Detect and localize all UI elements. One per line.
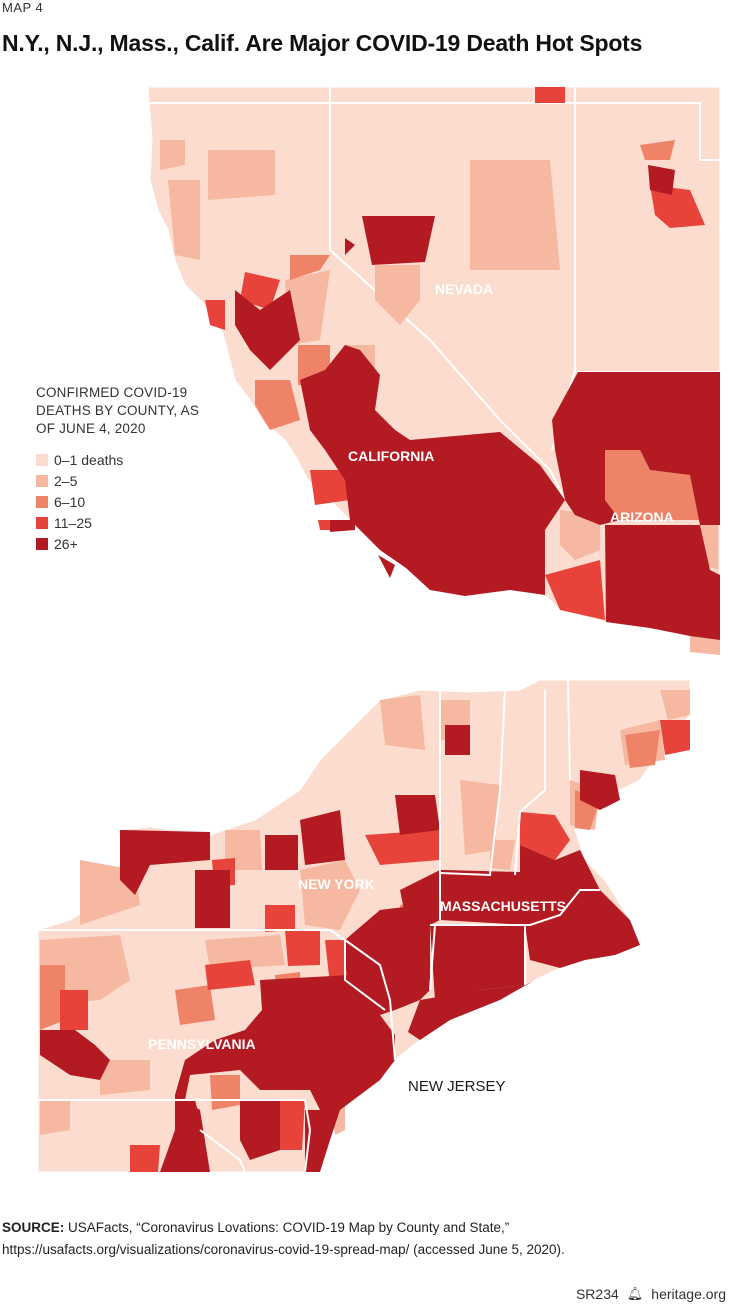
legend-title: CONFIRMED COVID-19 DEATHS BY COUNTY, AS … — [36, 385, 200, 436]
label-pennsylvania: PENNSYLVANIA — [148, 1036, 256, 1052]
legend-item: 26+ — [36, 534, 211, 554]
legend-items: 0–1 deaths 2–5 6–10 11–25 26+ — [36, 450, 211, 554]
legend-swatch — [36, 496, 48, 508]
west-map: NEVADA CALIFORNIA ARIZONA — [147, 86, 721, 656]
northeast-state-borders — [38, 679, 600, 1173]
legend-item: 2–5 — [36, 471, 211, 491]
legend: CONFIRMED COVID-19 DEATHS BY COUNTY, AS … — [36, 384, 211, 554]
source-url: https://usafacts.org/visualizations/coro… — [2, 1242, 565, 1257]
ca-nv-border — [329, 87, 566, 501]
legend-swatch — [36, 454, 48, 466]
footer: SR234 🔔︎ heritage.org — [576, 1286, 726, 1302]
northeast-counties-11-25 — [60, 720, 690, 1172]
legend-swatch — [36, 538, 48, 550]
legend-label: 0–1 deaths — [54, 452, 124, 468]
legend-item: 6–10 — [36, 492, 211, 512]
report-id: SR234 — [575, 1286, 619, 1302]
source-label: SOURCE: — [2, 1220, 65, 1235]
label-nevada: NEVADA — [435, 281, 493, 297]
site-name: heritage.org — [651, 1286, 726, 1302]
legend-item: 11–25 — [36, 513, 211, 533]
or-border — [148, 102, 720, 161]
west-counties-2-5 — [160, 140, 720, 655]
legend-label: 6–10 — [54, 494, 86, 510]
map-number: MAP 4 — [2, 0, 44, 15]
legend-label: 2–5 — [54, 473, 78, 489]
northeast-map: NEW YORK MASSACHUSETTS PENNSYLVANIA NEW … — [37, 679, 691, 1173]
label-california: CALIFORNIA — [348, 448, 434, 464]
source-text: USAFacts, “Coronavirus Lovations: COVID-… — [68, 1220, 510, 1235]
west-counties-6-10 — [255, 140, 700, 520]
legend-label: 26+ — [54, 536, 78, 552]
label-arizona: ARIZONA — [610, 509, 674, 525]
legend-item: 0–1 deaths — [36, 450, 211, 470]
label-massachusetts: MASSACHUSETTS — [440, 898, 566, 914]
west-counties-11-25 — [205, 87, 705, 620]
northeast-counties-26-plus — [40, 725, 640, 1172]
west-counties-26-plus — [235, 165, 720, 640]
legend-swatch — [36, 517, 48, 529]
legend-swatch — [36, 475, 48, 487]
map-canvas: NEVADA CALIFORNIA ARIZONA — [37, 86, 721, 1173]
legend-label: 11–25 — [54, 515, 92, 531]
liberty-bell-icon: 🔔︎ — [626, 1286, 644, 1301]
page-title: N.Y., N.J., Mass., Calif. Are Major COVI… — [2, 30, 643, 56]
label-new-jersey: NEW JERSEY — [408, 1078, 506, 1095]
source-note: SOURCE: USAFacts, “Coronavirus Lovations… — [2, 1217, 732, 1261]
label-new-york: NEW YORK — [298, 876, 375, 892]
